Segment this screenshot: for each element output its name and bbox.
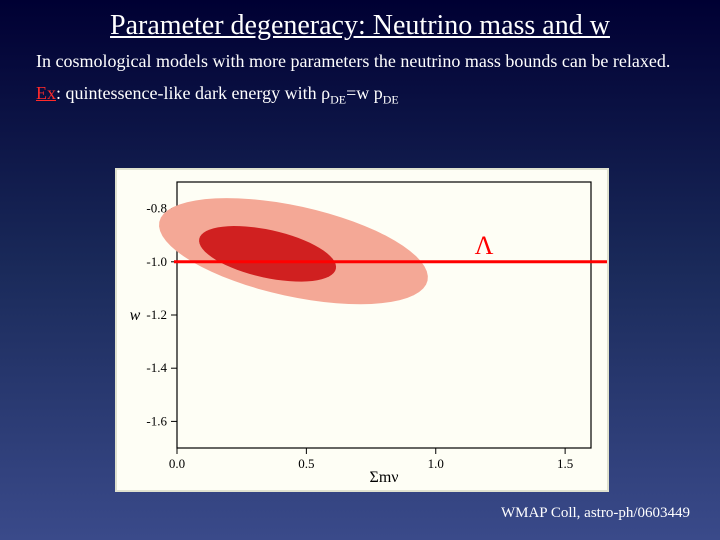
example-sub-1: DE — [330, 92, 346, 106]
svg-text:-1.0: -1.0 — [146, 254, 167, 269]
title-text: Parameter degeneracy: Neutrino mass and … — [110, 10, 610, 41]
citation: WMAP Coll, astro-ph/0603449 — [501, 505, 690, 522]
example-sub-2: DE — [383, 92, 399, 106]
svg-text:Λ: Λ — [475, 231, 494, 260]
svg-text:1.5: 1.5 — [557, 456, 573, 471]
contour-chart: 0.0 0.5 1.0 1.5 -0.8 -1.0 -1.2 -1.4 -1.6 Σmν w Λ — [117, 170, 607, 490]
example-text-2: =w p — [346, 83, 383, 103]
slide: Parameter degeneracy: Neutrino mass and … — [0, 0, 720, 540]
body-text: In cosmological models with more paramet… — [36, 50, 684, 73]
svg-text:-0.8: -0.8 — [146, 201, 167, 216]
chart-container: 0.0 0.5 1.0 1.5 -0.8 -1.0 -1.2 -1.4 -1.6 Σmν w Λ — [115, 168, 609, 492]
svg-text:-1.6: -1.6 — [146, 413, 167, 428]
svg-text:w: w — [130, 307, 141, 324]
svg-text:0.0: 0.0 — [169, 456, 185, 471]
example-line: Ex: quintessence-like dark energy with ρ… — [36, 83, 684, 108]
example-prefix: Ex — [36, 83, 56, 103]
svg-text:Σmν: Σmν — [370, 469, 399, 486]
svg-text:1.0: 1.0 — [428, 456, 444, 471]
svg-text:-1.2: -1.2 — [146, 307, 167, 322]
svg-text:-1.4: -1.4 — [146, 360, 167, 375]
slide-title: Parameter degeneracy: Neutrino mass and … — [0, 0, 720, 42]
svg-text:0.5: 0.5 — [298, 456, 314, 471]
example-text-1: : quintessence-like dark energy with ρ — [56, 83, 330, 103]
